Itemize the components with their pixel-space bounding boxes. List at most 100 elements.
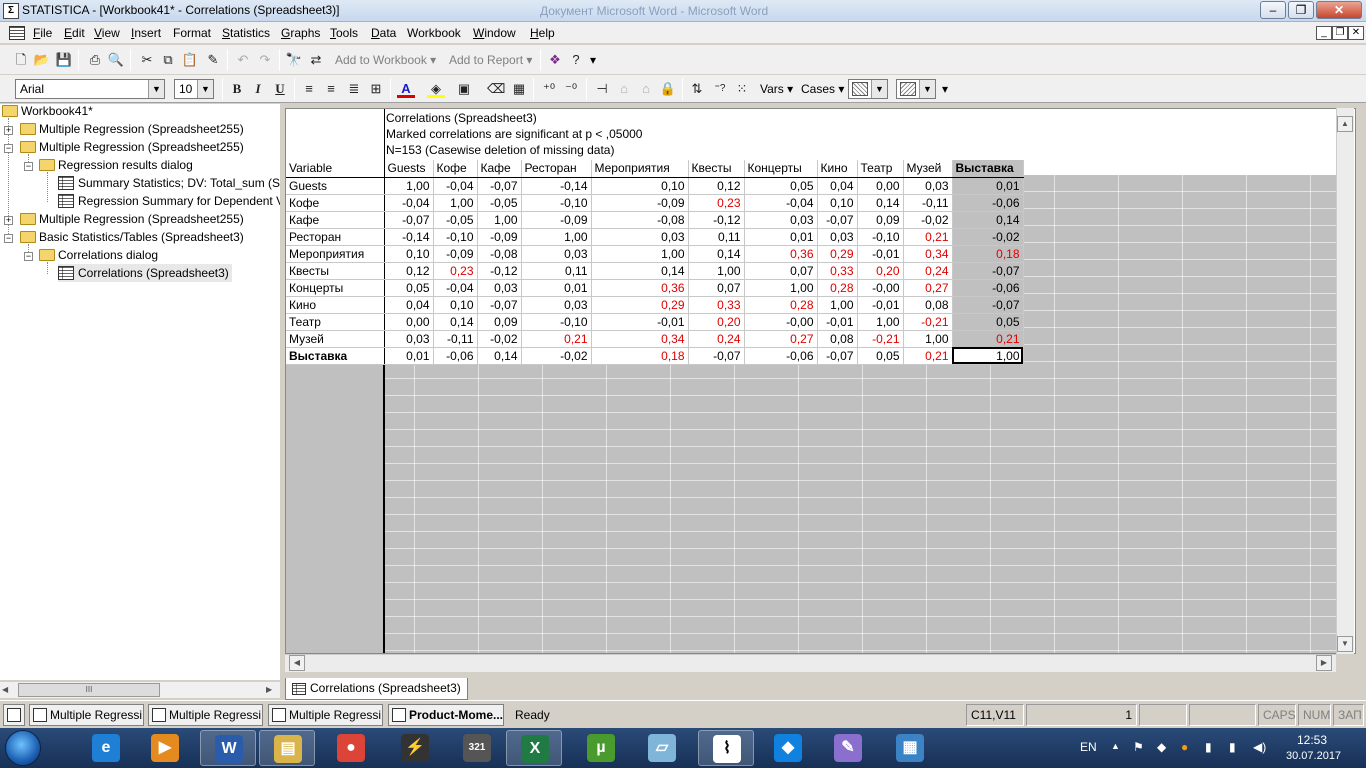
menu-view[interactable]: View [94, 26, 120, 40]
column-header-selected[interactable]: Выставка [952, 160, 1024, 178]
correlation-cell[interactable]: -0,10 [857, 228, 904, 246]
correlation-cell[interactable]: 0,12 [688, 177, 745, 195]
tree-expand-button[interactable]: + [4, 125, 13, 135]
taskbar-app-notes[interactable]: ▱ [634, 730, 690, 766]
fill-color-icon[interactable]: ◈ [427, 80, 445, 98]
menu-format[interactable]: Format [173, 26, 212, 40]
correlation-cell[interactable]: -0,14 [521, 177, 592, 195]
show-hidden-icons[interactable]: ▲ [1111, 741, 1120, 751]
task-multiple-regression-3[interactable]: Multiple Regressi... [268, 704, 383, 726]
column-header[interactable]: Музей [903, 160, 953, 178]
correlation-cell[interactable]: 0,34 [903, 245, 953, 263]
scroll-right-icon[interactable]: ▶ [1316, 655, 1332, 671]
column-header[interactable]: Мероприятия [591, 160, 689, 178]
correlation-cell[interactable]: -0,05 [477, 194, 522, 212]
correlation-cell[interactable]: -0,06 [433, 347, 478, 365]
gridlines-icon[interactable]: ▦ [512, 81, 526, 96]
align-left-icon[interactable]: ≡ [305, 81, 313, 96]
correlation-cell[interactable]: 0,07 [744, 262, 818, 280]
correlation-cell[interactable]: 1,00 [744, 279, 818, 297]
correlation-cell[interactable]: 0,11 [521, 262, 592, 280]
correlation-cell[interactable]: -0,04 [744, 194, 818, 212]
correlation-cell[interactable]: -0,09 [521, 211, 592, 229]
tree-collapse-button[interactable]: − [24, 161, 33, 171]
paste-icon[interactable]: 📋 [181, 52, 199, 67]
delete-icon[interactable]: ⌂ [642, 81, 650, 96]
font-select[interactable]: Arial ▼ [15, 79, 165, 99]
correlation-cell[interactable]: -0,02 [477, 330, 522, 348]
save-icon[interactable]: 💾 [55, 52, 73, 67]
correlation-cell[interactable]: 0,21 [521, 330, 592, 348]
tree-item-multiple-regression-3[interactable]: Multiple Regression (Spreadsheet255) [20, 210, 244, 228]
correlation-cell[interactable]: -0,10 [521, 313, 592, 331]
correlation-cell[interactable]: -0,10 [433, 228, 478, 246]
taskbar-app-dropbox[interactable]: ◆ [760, 730, 816, 766]
toolbar1-more-button[interactable]: ▾ [590, 53, 597, 67]
column-header[interactable]: Guests [384, 160, 434, 178]
tree-item-correlations-selected[interactable]: Correlations (Spreadsheet3) [58, 264, 232, 282]
row-header[interactable]: Кофе [286, 194, 385, 212]
cell-format-icon[interactable]: ⊞ [370, 81, 382, 96]
italic-button[interactable]: I [255, 81, 261, 96]
statistica-app-icon[interactable]: Σ [3, 3, 19, 19]
correlation-cell[interactable]: 1,00 [952, 347, 1024, 365]
correlation-cell[interactable]: 0,14 [591, 262, 689, 280]
correlation-cell[interactable]: 0,18 [952, 245, 1024, 263]
pattern-select[interactable]: ▼ [848, 79, 888, 99]
correlation-cell[interactable]: 0,12 [384, 262, 434, 280]
correlation-cell[interactable]: 0,14 [477, 347, 522, 365]
correlation-cell[interactable]: -0,07 [688, 347, 745, 365]
copy-icon[interactable]: ⧉ [163, 52, 173, 67]
format-painter-icon[interactable]: ✎ [207, 52, 219, 67]
correlation-cell[interactable]: 0,00 [384, 313, 434, 331]
cut-icon[interactable]: ✂ [141, 52, 153, 67]
correlation-cell[interactable]: -0,07 [952, 296, 1024, 314]
correlation-cell[interactable]: 0,03 [744, 211, 818, 229]
tree-collapse-button[interactable]: − [4, 233, 13, 243]
correlation-cell[interactable]: 0,08 [817, 330, 858, 348]
add-to-report-button[interactable]: Add to Report ▾ [449, 53, 533, 67]
lock-icon[interactable]: 🔒 [659, 81, 677, 96]
correlation-cell[interactable]: 0,24 [688, 330, 745, 348]
clear-format-icon[interactable]: ⌫ [487, 81, 506, 96]
correlation-cell[interactable]: 0,11 [688, 228, 745, 246]
undo-icon[interactable]: ↶ [237, 52, 249, 67]
correlation-cell[interactable]: 0,08 [903, 296, 953, 314]
row-header[interactable]: Выставка [286, 347, 385, 365]
tree-item-summary-statistics[interactable]: Summary Statistics; DV: Total_sum (Sprea… [58, 174, 280, 192]
clock-date[interactable]: 30.07.2017 [1286, 750, 1342, 762]
new-icon[interactable]: 🗋 [15, 52, 27, 67]
tree-item-multiple-regression-1[interactable]: Multiple Regression (Spreadsheet255) [20, 120, 244, 138]
taskbar-app-media-player[interactable]: ▶ [137, 730, 193, 766]
correlation-cell[interactable]: 0,01 [952, 177, 1024, 195]
row-header[interactable]: Музей [286, 330, 385, 348]
correlation-cell[interactable]: 0,28 [817, 279, 858, 297]
correlation-cell[interactable]: -0,01 [857, 245, 904, 263]
correlation-cell[interactable]: -0,07 [477, 177, 522, 195]
menu-workbook[interactable]: Workbook [407, 26, 461, 40]
correlation-cell[interactable]: 0,03 [521, 296, 592, 314]
taskbar-app-calendar[interactable]: 321 [449, 730, 505, 766]
font-size-select[interactable]: 10 ▼ [174, 79, 214, 99]
correlation-cell[interactable]: 0,36 [591, 279, 689, 297]
correlation-cell[interactable]: 0,03 [591, 228, 689, 246]
correlation-cell[interactable]: -0,05 [433, 211, 478, 229]
sheet-horizontal-scrollbar[interactable]: ◀ ▶ [285, 654, 1336, 672]
menu-insert[interactable]: Insert [131, 26, 162, 40]
taskbar-app-ie[interactable]: e [78, 730, 134, 766]
variables-grid-icon[interactable]: ⁙ [736, 81, 748, 96]
menu-statistics[interactable]: Statistics [222, 26, 271, 40]
align-center-icon[interactable]: ≡ [327, 81, 335, 96]
correlation-cell[interactable]: 1,00 [384, 177, 434, 195]
tab-correlations[interactable]: Correlations (Spreadsheet3) [285, 678, 468, 700]
correlation-cell[interactable]: 0,03 [903, 177, 953, 195]
correlation-cell[interactable]: -0,14 [384, 228, 434, 246]
correlation-cell[interactable]: -0,09 [477, 228, 522, 246]
column-header[interactable]: Ресторан [521, 160, 592, 178]
correlation-cell[interactable]: -0,08 [477, 245, 522, 263]
correlation-cell[interactable]: 0,21 [903, 228, 953, 246]
increase-decimal-icon[interactable]: ⁺⁰ [542, 81, 556, 96]
correlation-cell[interactable]: 0,10 [384, 245, 434, 263]
row-header[interactable]: Ресторан [286, 228, 385, 246]
correlation-cell[interactable]: 0,29 [591, 296, 689, 314]
